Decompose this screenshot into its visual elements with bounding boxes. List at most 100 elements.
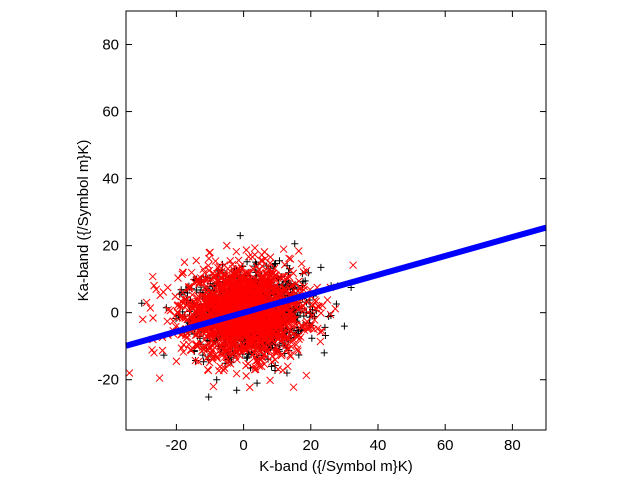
data-point-x <box>331 304 340 313</box>
data-point-plus <box>205 393 213 401</box>
data-point-x <box>270 319 278 328</box>
data-point-x <box>228 339 237 348</box>
data-point-x <box>318 301 327 310</box>
data-point-x <box>218 287 227 295</box>
data-point-plus <box>199 351 207 359</box>
data-point-x <box>166 306 175 315</box>
data-point-x <box>242 371 251 380</box>
data-point-x <box>178 288 187 297</box>
data-point-x <box>278 366 287 375</box>
data-point-x <box>226 338 235 347</box>
regression-line <box>125 224 547 349</box>
data-point-x <box>236 262 245 271</box>
data-point-x <box>206 248 214 257</box>
data-point-x <box>251 244 259 252</box>
x-tick-label: 40 <box>370 437 387 454</box>
data-point-x <box>222 277 231 286</box>
data-point-x <box>197 292 206 301</box>
data-point-x <box>207 330 215 339</box>
data-point-x <box>215 366 223 375</box>
data-point-x <box>316 327 325 336</box>
data-point-x <box>274 365 283 374</box>
data-point-x <box>163 283 172 292</box>
data-point-x <box>192 256 201 265</box>
data-point-x <box>290 302 299 311</box>
data-point-x <box>194 307 203 315</box>
data-point-plus <box>276 257 284 265</box>
data-point-x <box>205 343 214 352</box>
data-point-x <box>180 258 189 267</box>
data-point-x <box>212 353 221 361</box>
data-point-x <box>280 286 289 294</box>
data-point-x <box>250 250 259 259</box>
data-point-x <box>234 256 243 265</box>
data-point-x <box>232 287 241 296</box>
data-point-x <box>257 320 265 329</box>
data-point-x <box>210 339 219 348</box>
data-point-x <box>263 277 272 285</box>
data-point-x <box>169 317 178 326</box>
data-point-x <box>293 345 302 354</box>
data-point-x <box>187 300 196 309</box>
data-point-x <box>260 360 269 369</box>
data-point-x <box>179 314 187 322</box>
data-point-x <box>289 330 298 339</box>
data-point-x <box>242 361 250 370</box>
data-point-x <box>207 292 216 301</box>
data-point-x <box>267 334 275 343</box>
data-point-x <box>220 364 229 372</box>
data-point-x <box>235 293 244 302</box>
data-point-x <box>266 259 275 267</box>
data-point-plus <box>243 353 251 361</box>
data-point-x <box>294 347 302 355</box>
data-point-x <box>286 352 295 361</box>
data-point-x <box>194 357 203 366</box>
data-point-plus <box>199 358 207 366</box>
data-point-x <box>275 332 284 341</box>
data-point-x <box>223 320 232 329</box>
data-point-x <box>270 347 279 356</box>
data-point-x <box>311 304 320 313</box>
y-tick-label: 80 <box>102 37 119 54</box>
data-point-x <box>248 314 257 323</box>
plot-frame <box>125 10 547 431</box>
data-point-x <box>220 282 228 291</box>
data-point-x <box>185 284 194 293</box>
data-point-x <box>266 288 275 297</box>
data-point-x <box>176 302 185 310</box>
data-point-x <box>226 257 235 265</box>
data-point-x <box>253 262 261 271</box>
data-point-x <box>304 308 312 317</box>
x-tick-label: 80 <box>504 437 521 454</box>
data-point-x <box>187 346 196 355</box>
data-point-x <box>199 265 208 274</box>
data-point-x <box>232 247 241 256</box>
x-tick-label: 20 <box>302 437 319 454</box>
data-point-x <box>158 346 167 355</box>
data-point-x <box>239 277 248 286</box>
data-point-plus <box>332 300 340 308</box>
data-point-x <box>171 292 180 301</box>
data-point-plus <box>208 283 216 291</box>
data-point-x <box>210 283 219 292</box>
data-point-x <box>232 369 241 378</box>
data-point-x <box>179 348 188 356</box>
data-point-x <box>148 346 156 354</box>
data-point-x <box>260 341 269 349</box>
data-point-x <box>125 369 134 377</box>
y-tick-label: 20 <box>102 238 119 255</box>
data-point-x <box>244 252 253 261</box>
data-point-x <box>218 338 226 347</box>
data-point-x <box>284 304 293 312</box>
data-point-x <box>220 290 229 299</box>
data-point-x <box>211 350 220 359</box>
data-point-x <box>201 283 209 292</box>
x-tick-label: -20 <box>166 437 188 454</box>
data-point-x <box>269 269 278 278</box>
data-point-x <box>258 312 267 321</box>
data-point-x <box>274 310 283 319</box>
data-point-x <box>196 274 205 282</box>
data-point-x <box>261 345 270 354</box>
data-point-plus <box>264 355 272 363</box>
